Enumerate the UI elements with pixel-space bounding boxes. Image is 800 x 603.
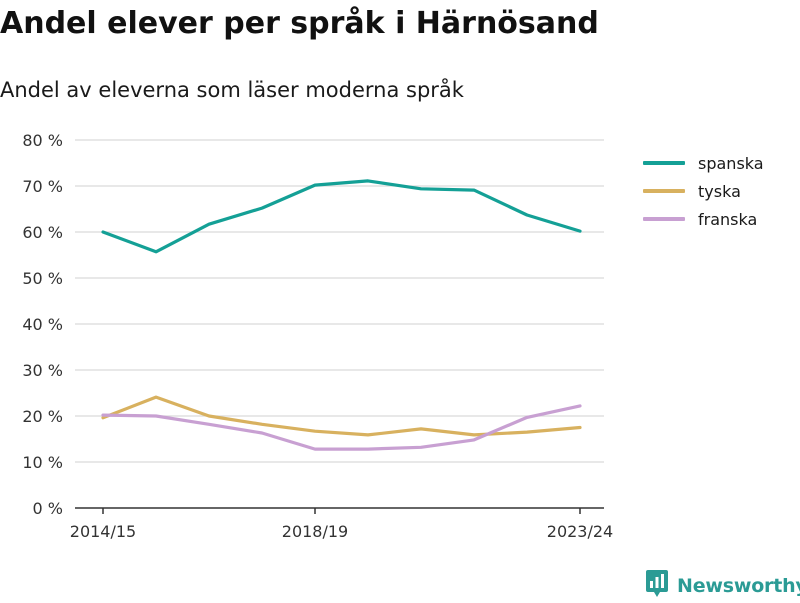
y-tick-label: 0 % — [33, 499, 63, 518]
series-lines — [101, 179, 582, 451]
series-line-tyska — [101, 395, 582, 437]
x-tick-label: 2023/24 — [547, 522, 613, 541]
gridlines — [75, 139, 604, 463]
chart-title: Andel elever per språk i Härnösand — [0, 6, 599, 41]
y-tick-label: 40 % — [22, 315, 63, 334]
legend-item-tyska[interactable]: tyska — [643, 177, 764, 205]
newsworthy-brand[interactable]: Newsworthy — [645, 569, 800, 603]
legend-swatch-spanska — [643, 161, 685, 165]
x-tick-label: 2018/19 — [282, 522, 348, 541]
legend-label-tyska: tyska — [698, 181, 741, 201]
legend-item-franska[interactable]: franska — [643, 205, 764, 233]
y-tick-label: 50 % — [22, 269, 63, 288]
legend-label-franska: franska — [698, 209, 758, 229]
newsworthy-logo-icon — [645, 569, 669, 603]
y-tick-label: 20 % — [22, 407, 63, 426]
legend-swatch-tyska — [643, 189, 685, 193]
y-tick-label: 70 % — [22, 177, 63, 196]
legend: spanska tyska franska — [643, 149, 764, 233]
legend-swatch-franska — [643, 217, 685, 221]
axes: 0 % 10 % 20 % 30 % 40 % 50 % 60 % 70 % 80 % 2014/… — [22, 131, 613, 541]
series-line-spanska — [101, 179, 582, 254]
y-tick-label: 10 % — [22, 453, 63, 472]
legend-item-spanska[interactable]: spanska — [643, 149, 764, 177]
brand-name: Newsworthy — [677, 575, 800, 597]
series-line-franska — [101, 404, 582, 451]
legend-label-spanska: spanska — [698, 153, 764, 173]
y-tick-label: 30 % — [22, 361, 63, 380]
y-tick-label: 60 % — [22, 223, 63, 242]
x-tick-label: 2014/15 — [70, 522, 136, 541]
y-tick-label: 80 % — [22, 131, 63, 150]
chart-subtitle: Andel av eleverna som läser moderna språ… — [0, 78, 464, 102]
